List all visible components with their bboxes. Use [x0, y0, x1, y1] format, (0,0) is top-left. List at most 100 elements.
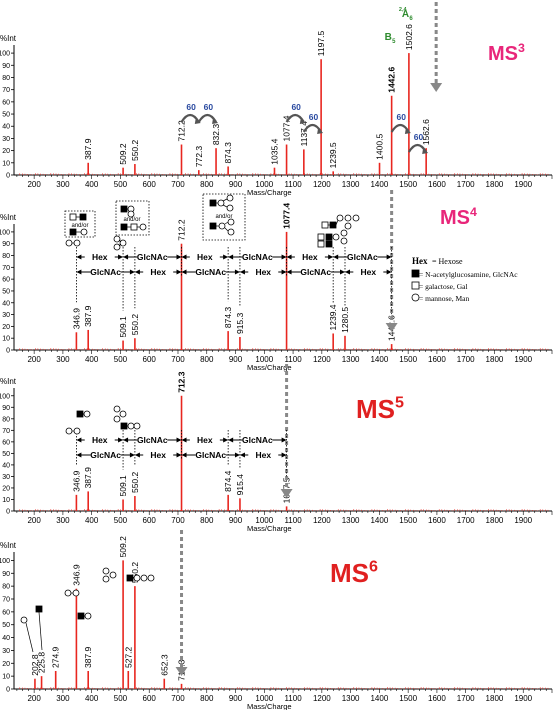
label-backing	[353, 266, 384, 276]
label-backing	[90, 449, 121, 459]
mannose-circle-icon	[133, 574, 141, 582]
gap-label: 60	[186, 102, 196, 112]
peak-label: 712.2	[176, 120, 186, 142]
glycan-bond	[38, 611, 43, 651]
x-tick-label: 700	[171, 516, 185, 525]
label-backing	[248, 449, 279, 459]
y-tick-label: 90	[2, 63, 10, 70]
mannose-circle-icon	[340, 229, 348, 237]
difference-arrow-left	[76, 452, 82, 458]
gap-label: 60	[309, 112, 319, 122]
mannose-circle-icon	[73, 239, 81, 247]
difference-arrow-right	[118, 254, 124, 260]
peak-label: 346.9	[71, 564, 81, 586]
gap-arrowhead	[317, 128, 324, 134]
label-backing	[294, 251, 325, 261]
peak-label: 1077.4	[282, 203, 292, 229]
mass-difference: GlcNAc	[333, 251, 392, 262]
difference-arrow-left	[181, 254, 187, 260]
difference-arrow-left	[228, 437, 234, 443]
panel-title-sup: 4	[470, 205, 477, 219]
gap-arrowhead	[212, 118, 219, 124]
difference-label: GlcNAc	[137, 435, 168, 445]
x-tick-label: 1100	[284, 694, 302, 703]
mass-difference: GlcNAc	[123, 251, 182, 262]
label-backing	[195, 266, 226, 276]
glcnac-square-icon	[69, 228, 77, 236]
mass-difference: GlcNAc	[123, 434, 182, 445]
peak-label: 202.8	[30, 654, 40, 676]
galactose-square-icon	[317, 240, 325, 248]
glcnac-square-icon	[120, 223, 128, 231]
glycan-bond	[118, 239, 122, 243]
label-backing	[248, 266, 279, 276]
y-tick-label: 30	[2, 312, 10, 319]
x-tick-label: 1700	[457, 516, 475, 525]
difference-label: Hex	[197, 435, 213, 445]
alternative-box	[64, 210, 96, 238]
x-tick-label: 900	[229, 355, 243, 364]
glycan-bond	[222, 198, 228, 202]
panel-title-sup: 3	[518, 41, 525, 55]
x-tick-label: 1800	[486, 694, 504, 703]
x-tick-label: 700	[171, 180, 185, 189]
mannose-circle-icon	[109, 571, 117, 579]
panel-title: MS6	[330, 558, 378, 588]
x-tick-label: 1300	[342, 355, 360, 364]
x-tick-label: 800	[200, 355, 214, 364]
y-axis-label: %Int	[0, 541, 17, 550]
difference-arrow-right	[386, 269, 392, 275]
x-tick-label: 1000	[255, 180, 273, 189]
x-tick-label: 300	[56, 694, 70, 703]
mass-difference: GlcNAc	[76, 266, 135, 277]
difference-arrow-left	[239, 269, 245, 275]
mass-gap: 60	[407, 132, 429, 154]
difference-arrow-left	[123, 437, 129, 443]
mannose-circle-icon	[80, 228, 88, 236]
glycan-bond	[224, 221, 229, 225]
mannose-circle-icon	[113, 235, 121, 243]
glcnac-square-icon	[209, 222, 217, 230]
ion-label-main: A	[402, 9, 409, 20]
peak-label: 772.3	[194, 146, 204, 168]
gap-label: 60	[414, 132, 424, 142]
x-tick-label: 1400	[370, 180, 388, 189]
x-tick-label: 600	[143, 694, 157, 703]
x-tick-label: 700	[171, 694, 185, 703]
y-tick-label: 40	[2, 300, 10, 307]
mass-difference: GlcNAc	[286, 266, 345, 277]
legend: Hex = Hexose = N-acetylglucosamine, GlcN…	[411, 256, 518, 303]
x-tick-label: 400	[85, 180, 99, 189]
legend-hex-text: = Hexose	[432, 257, 463, 266]
y-tick-label: 70	[2, 265, 10, 272]
x-tick-label: 1200	[313, 180, 331, 189]
gap-label: 60	[291, 102, 301, 112]
difference-label: Hex	[302, 252, 318, 262]
label-backing	[242, 251, 273, 261]
mannose-circle-icon	[72, 589, 80, 597]
peak-label: 874.3	[223, 307, 233, 329]
x-tick-label: 1600	[428, 516, 446, 525]
y-tick-label: 60	[2, 609, 10, 616]
y-tick-label: 70	[2, 597, 10, 604]
mannose-circle-icon	[113, 243, 121, 251]
x-tick-label: 200	[27, 694, 41, 703]
peak-label: 1197.5	[316, 31, 326, 57]
x-tick-label: 300	[56, 180, 70, 189]
label-backing	[143, 266, 174, 276]
panel-title-main: MS	[488, 43, 518, 65]
alternative-box	[202, 193, 246, 241]
difference-label: Hex	[255, 267, 271, 277]
difference-arrow-right	[234, 452, 240, 458]
y-axis-label: %Int	[0, 213, 17, 222]
x-tick-label: 900	[229, 516, 243, 525]
glcnac-square-icon	[411, 269, 420, 278]
difference-arrow-right	[129, 269, 135, 275]
x-tick-label: 600	[143, 516, 157, 525]
x-tick-label: 600	[143, 180, 157, 189]
x-tick-label: 1700	[457, 694, 475, 703]
difference-arrow-right	[234, 269, 240, 275]
mass-difference: Hex	[344, 266, 392, 277]
peak-label: 874.4	[223, 470, 233, 492]
